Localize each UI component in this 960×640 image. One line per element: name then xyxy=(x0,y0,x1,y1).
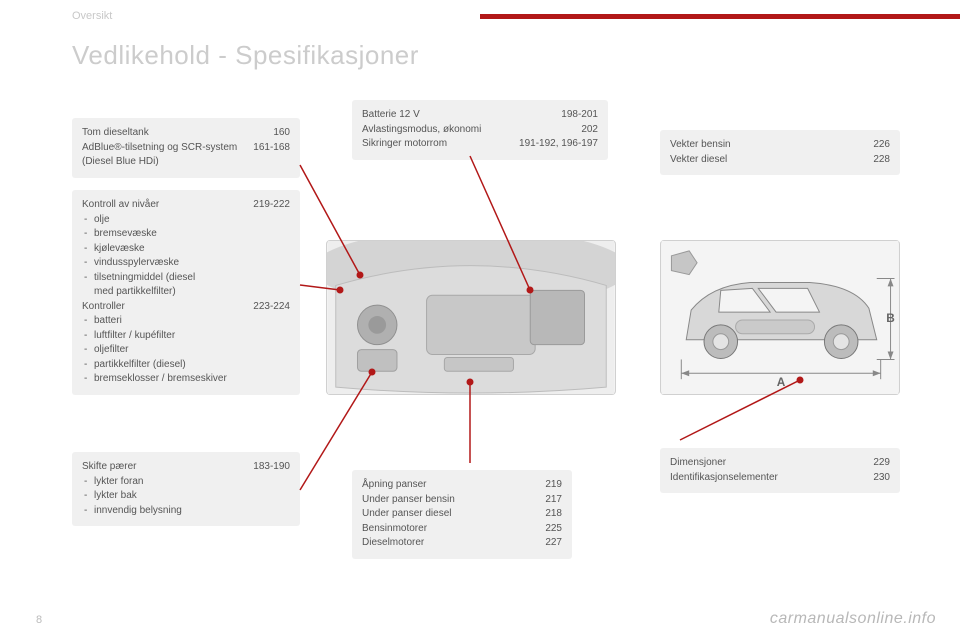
dim-label-a: A xyxy=(777,375,786,389)
text-row: Identifikasjonselementer230 xyxy=(670,471,890,486)
text-row: Under panser diesel218 xyxy=(362,507,562,522)
callout-bulbs: Skifte pærer183-190lykter foranlykter ba… xyxy=(72,452,300,526)
text-row: Kontroll av nivåer219-222 xyxy=(82,198,290,213)
callout-weights: Vekter bensin226Vekter diesel228 xyxy=(660,130,900,175)
bullet-row: lykter bak xyxy=(82,489,290,504)
text-row: Dieselmotorer227 xyxy=(362,536,562,551)
callout-battery: Batterie 12 V198-201Avlastingsmodus, øko… xyxy=(352,100,608,160)
page-number: 8 xyxy=(36,614,42,626)
callout-diesel: Tom dieseltank160AdBlue®-tilsetning og S… xyxy=(72,118,300,178)
bullet-row: olje xyxy=(82,213,290,228)
bullet-row: partikkelfilter (diesel) xyxy=(82,358,290,373)
text-row: Skifte pærer183-190 xyxy=(82,460,290,475)
callout-levels: Kontroll av nivåer219-222oljebremsevæske… xyxy=(72,190,300,395)
text-row: Vekter diesel228 xyxy=(670,153,890,168)
text-row: Åpning panser219 xyxy=(362,478,562,493)
page-title: Vedlikehold - Spesifikasjoner xyxy=(72,40,419,71)
text-row: Tom dieseltank160 xyxy=(82,126,290,141)
callout-bonnet: Åpning panser219Under panser bensin217Un… xyxy=(352,470,572,559)
bullet-row: bremsevæske xyxy=(82,227,290,242)
text-row: Avlastingsmodus, økonomi202 xyxy=(362,123,598,138)
dim-label-b: B xyxy=(886,311,895,325)
text-row: Vekter bensin226 xyxy=(670,138,890,153)
bullet-row: oljefilter xyxy=(82,343,290,358)
text-row: Sikringer motorrom191-192, 196-197 xyxy=(362,137,598,152)
text-row: Bensinmotorer225 xyxy=(362,522,562,537)
bullet-row: tilsetningmiddel (diesel med partikkelfi… xyxy=(82,271,290,300)
vehicle-dimensions-illustration: A B xyxy=(660,240,900,395)
bullet-row: innvendig belysning xyxy=(82,504,290,519)
text-row: Batterie 12 V198-201 xyxy=(362,108,598,123)
text-row: Kontroller223-224 xyxy=(82,300,290,315)
watermark: carmanualsonline.info xyxy=(770,610,936,628)
bullet-row: kjølevæske xyxy=(82,242,290,257)
text-row: AdBlue®-tilsetning og SCR-system (Diesel… xyxy=(82,141,290,170)
text-row: Dimensjoner229 xyxy=(670,456,890,471)
section-label: Oversikt xyxy=(72,10,112,22)
bullet-row: bremseklosser / bremseskiver xyxy=(82,372,290,387)
bullet-row: batteri xyxy=(82,314,290,329)
bullet-row: vindusspylervæske xyxy=(82,256,290,271)
header-accent-bar xyxy=(480,14,960,19)
engine-bay-illustration xyxy=(326,240,616,395)
bullet-row: lykter foran xyxy=(82,475,290,490)
callout-dimensions: Dimensjoner229Identifikasjonselementer23… xyxy=(660,448,900,493)
text-row: Under panser bensin217 xyxy=(362,493,562,508)
bullet-row: luftfilter / kupéfilter xyxy=(82,329,290,344)
